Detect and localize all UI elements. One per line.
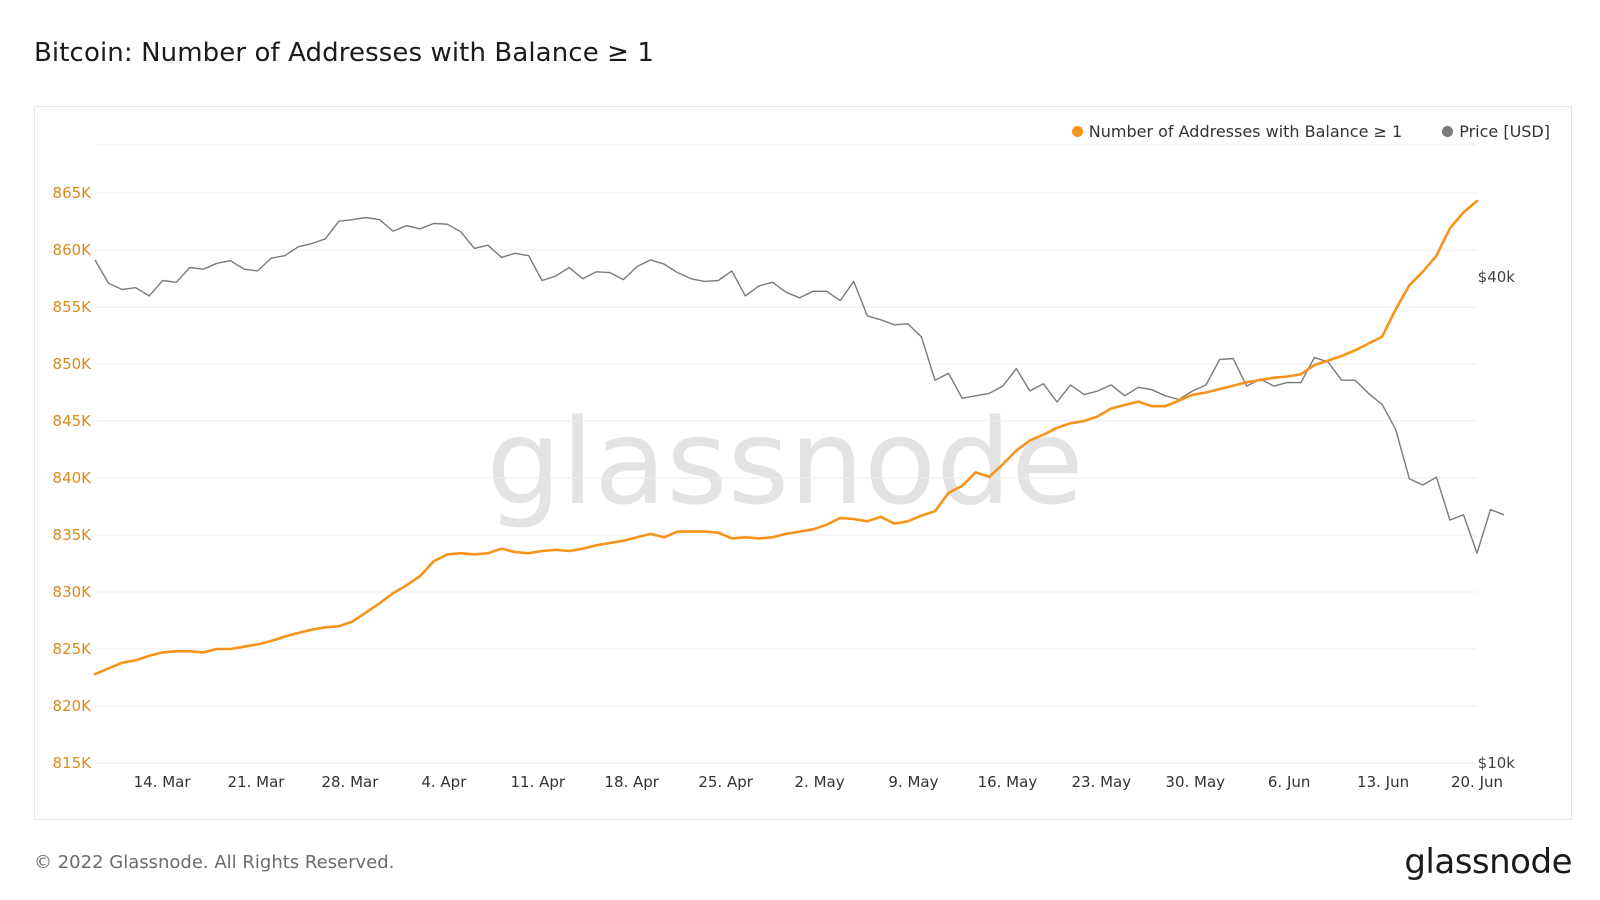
y-left-tick-label: 850K <box>53 355 93 373</box>
legend-label-addresses: Number of Addresses with Balance ≥ 1 <box>1088 122 1403 141</box>
y-left-tick-label: 865K <box>53 184 93 202</box>
y-right-tick-label: $10k <box>1478 754 1516 772</box>
legend-item-addresses[interactable]: Number of Addresses with Balance ≥ 1 <box>1071 122 1403 141</box>
x-tick-label: 25. Apr <box>698 773 753 791</box>
x-tick-label: 4. Apr <box>421 773 467 791</box>
y-left-tick-label: 860K <box>53 241 93 259</box>
x-tick-label: 2. May <box>794 773 844 791</box>
x-tick-label: 21. Mar <box>228 773 286 791</box>
y-left-tick-label: 830K <box>53 583 93 601</box>
copyright-text: © 2022 Glassnode. All Rights Reserved. <box>34 852 395 873</box>
x-tick-label: 20. Jun <box>1451 773 1503 791</box>
y-right-tick-label: $40k <box>1478 268 1516 286</box>
x-tick-label: 18. Apr <box>604 773 659 791</box>
x-tick-label: 9. May <box>888 773 938 791</box>
x-tick-label: 6. Jun <box>1268 773 1311 791</box>
chart-svg: glassnode 815K 820K 825K 830K 835K 840K 845K 850… <box>53 144 1516 791</box>
y-left-tick-label: 815K <box>53 754 93 772</box>
x-tick-label: 16. May <box>978 773 1038 791</box>
y-left-tick-label: 835K <box>53 526 93 544</box>
legend-label-price: Price [USD] <box>1459 122 1550 141</box>
series-line-price <box>94 216 1505 554</box>
x-tick-label: 28. Mar <box>321 773 379 791</box>
y-left-tick-label: 840K <box>53 469 93 487</box>
chart-legend: Number of Addresses with Balance ≥ 1 Pri… <box>1071 122 1550 141</box>
legend-dot-price <box>1442 126 1454 137</box>
legend-dot-addresses <box>1071 126 1083 137</box>
y-left-tick-label: 825K <box>53 640 93 658</box>
series-line-addresses <box>93 199 1479 676</box>
chart-title: Bitcoin: Number of Addresses with Balanc… <box>34 38 655 68</box>
y-left-tick-label: 820K <box>53 697 93 715</box>
glassnode-logo[interactable]: glassnode <box>1404 842 1572 882</box>
x-tick-label: 30. May <box>1165 773 1225 791</box>
chart-panel: glassnode 815K 820K 825K 830K 835K 840K 845K 850… <box>34 106 1572 820</box>
y-left-tick-label: 845K <box>53 412 93 430</box>
x-tick-label: 23. May <box>1071 773 1131 791</box>
y-left-tick-label: 855K <box>53 298 93 316</box>
x-tick-label: 13. Jun <box>1357 773 1409 791</box>
x-tick-label: 14. Mar <box>134 773 192 791</box>
legend-item-price[interactable]: Price [USD] <box>1442 122 1550 141</box>
x-tick-label: 11. Apr <box>510 773 565 791</box>
watermark: glassnode <box>486 393 1083 531</box>
